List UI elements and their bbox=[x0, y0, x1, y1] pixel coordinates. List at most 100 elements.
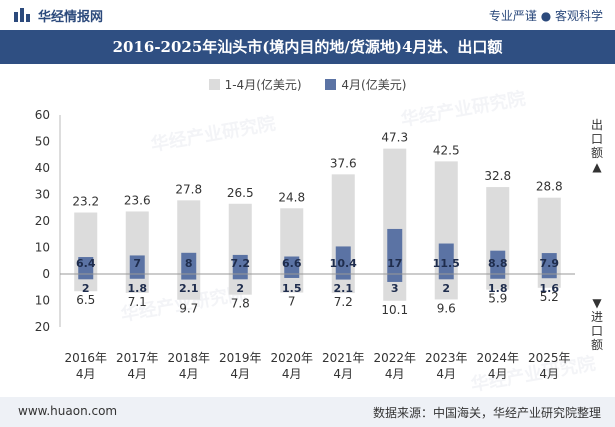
bar-month-export bbox=[284, 256, 300, 274]
bar-month-import bbox=[490, 274, 506, 279]
x-tick-label-month: 4月 bbox=[127, 367, 147, 381]
bar-cumulative-import bbox=[177, 274, 201, 300]
data-label-month-export: 8 bbox=[185, 257, 193, 270]
x-tick-label-year: 2021年 bbox=[322, 351, 365, 365]
legend-item-cumulative: 1-4月(亿美元) bbox=[208, 76, 302, 93]
x-tick-label-year: 2024年 bbox=[476, 351, 519, 365]
chart-title: 2016-2025年汕头市(境内目的地/货源地)4月进、出口额 bbox=[0, 30, 615, 64]
x-tick-label-month: 4月 bbox=[179, 367, 199, 381]
data-label-cumulative-export: 26.5 bbox=[227, 186, 254, 200]
data-label-month-import: 1.6 bbox=[540, 282, 560, 295]
tagline: 专业严谨 ● 客观科学 bbox=[488, 9, 603, 23]
y-tick-label: 10 bbox=[35, 294, 50, 308]
header-bar: 华经情报网 专业严谨 ● 客观科学 bbox=[0, 0, 615, 30]
x-tick-label-month: 4月 bbox=[539, 367, 559, 381]
data-label-month-import: 2.1 bbox=[179, 282, 199, 295]
y-tick-label: 50 bbox=[35, 135, 50, 149]
data-label-month-export: 6.6 bbox=[282, 257, 302, 270]
data-label-cumulative-import: 7.2 bbox=[334, 295, 353, 309]
data-label-month-export: 7.2 bbox=[231, 257, 251, 270]
data-label-cumulative-import: 9.6 bbox=[437, 301, 456, 315]
footer: www.huaon.com 数据来源：中国海关，华经产业研究院整理 bbox=[0, 397, 615, 427]
bar-month-import bbox=[78, 274, 94, 280]
y-tick-label: 40 bbox=[35, 161, 50, 175]
data-label-cumulative-import: 10.1 bbox=[381, 303, 408, 317]
bar-month-export bbox=[335, 246, 351, 274]
data-label-month-import: 2 bbox=[82, 282, 90, 295]
bar-month-export bbox=[181, 252, 197, 274]
x-tick-label-month: 4月 bbox=[76, 367, 96, 381]
bar-month-import bbox=[335, 274, 351, 280]
bar-month-export bbox=[541, 253, 557, 274]
data-label-cumulative-export: 32.8 bbox=[484, 169, 511, 183]
data-label-cumulative-import: 5.2 bbox=[540, 290, 559, 304]
bar-month-export bbox=[232, 254, 248, 274]
data-label-cumulative-export: 27.8 bbox=[175, 182, 202, 196]
data-label-month-import: 1.8 bbox=[128, 282, 148, 295]
data-label-month-export: 17 bbox=[387, 257, 402, 270]
legend-label-cumulative: 1-4月(亿美元) bbox=[224, 78, 302, 92]
x-tick-label-year: 2025年 bbox=[528, 351, 571, 365]
import-axis-label: ▼进口额 bbox=[590, 296, 603, 352]
data-label-cumulative-export: 23.2 bbox=[72, 195, 99, 209]
bar-month-import bbox=[541, 274, 557, 279]
data-label-cumulative-export: 28.8 bbox=[536, 180, 563, 194]
data-label-cumulative-export: 42.5 bbox=[433, 143, 460, 157]
y-tick-label: 20 bbox=[35, 320, 50, 334]
legend-label-month: 4月(亿美元) bbox=[341, 78, 407, 92]
legend-swatch-cumulative bbox=[208, 79, 220, 90]
bar-month-export bbox=[438, 243, 454, 274]
data-label-month-import: 1.5 bbox=[282, 282, 302, 295]
data-label-cumulative-export: 47.3 bbox=[381, 131, 408, 145]
legend-item-month: 4月(亿美元) bbox=[325, 76, 406, 93]
logo-icon bbox=[14, 8, 30, 22]
data-label-cumulative-import: 7.1 bbox=[128, 295, 147, 309]
data-label-month-export: 8.8 bbox=[488, 257, 508, 270]
bar-month-import bbox=[129, 274, 145, 279]
bar-month-import bbox=[181, 274, 197, 280]
x-tick-label-year: 2022年 bbox=[373, 351, 416, 365]
x-tick-label-year: 2023年 bbox=[425, 351, 468, 365]
bar-month-import bbox=[438, 274, 454, 280]
data-label-cumulative-import: 7 bbox=[288, 295, 296, 309]
bar-cumulative-import bbox=[434, 274, 458, 300]
legend-swatch-month bbox=[325, 79, 337, 90]
data-label-month-import: 1.8 bbox=[488, 282, 508, 295]
bar-month-import bbox=[284, 274, 300, 278]
data-label-cumulative-export: 37.6 bbox=[330, 156, 357, 170]
bar-month-import bbox=[232, 274, 248, 280]
legend: 1-4月(亿美元) 4月(亿美元) bbox=[0, 76, 615, 93]
bar-month-export bbox=[387, 228, 403, 274]
data-label-cumulative-import: 6.5 bbox=[76, 293, 95, 307]
bar-month-export bbox=[78, 257, 94, 274]
data-label-month-import: 3 bbox=[391, 282, 399, 295]
data-label-cumulative-export: 24.8 bbox=[278, 190, 305, 204]
export-axis-label: 出口额▲ bbox=[590, 118, 603, 174]
y-tick-label: 0 bbox=[42, 267, 50, 281]
data-label-month-export: 6.4 bbox=[76, 257, 96, 270]
y-tick-label: 20 bbox=[35, 214, 50, 228]
data-label-cumulative-import: 9.7 bbox=[179, 302, 198, 316]
data-label-month-export: 11.5 bbox=[433, 257, 460, 270]
y-tick-label: 10 bbox=[35, 241, 50, 255]
data-label-month-import: 2 bbox=[236, 282, 244, 295]
bar-month-export bbox=[129, 255, 145, 274]
x-tick-label-month: 4月 bbox=[385, 367, 405, 381]
bar-month-import bbox=[387, 274, 403, 282]
data-label-month-export: 7 bbox=[133, 257, 141, 270]
x-tick-label-month: 4月 bbox=[282, 367, 302, 381]
data-label-month-export: 7.9 bbox=[540, 257, 560, 270]
data-label-month-export: 10.4 bbox=[330, 257, 357, 270]
x-tick-label-month: 4月 bbox=[436, 367, 456, 381]
bar-month-export bbox=[490, 250, 506, 274]
x-tick-label-year: 2019年 bbox=[219, 351, 262, 365]
x-tick-label-year: 2018年 bbox=[167, 351, 210, 365]
x-tick-label-year: 2016年 bbox=[64, 351, 107, 365]
y-tick-label: 60 bbox=[35, 108, 50, 122]
bar-cumulative-import bbox=[280, 274, 304, 293]
x-tick-label-year: 2017年 bbox=[116, 351, 159, 365]
footer-url: www.huaon.com bbox=[18, 404, 118, 418]
data-label-month-import: 2.1 bbox=[334, 282, 354, 295]
x-tick-label-month: 4月 bbox=[488, 367, 508, 381]
